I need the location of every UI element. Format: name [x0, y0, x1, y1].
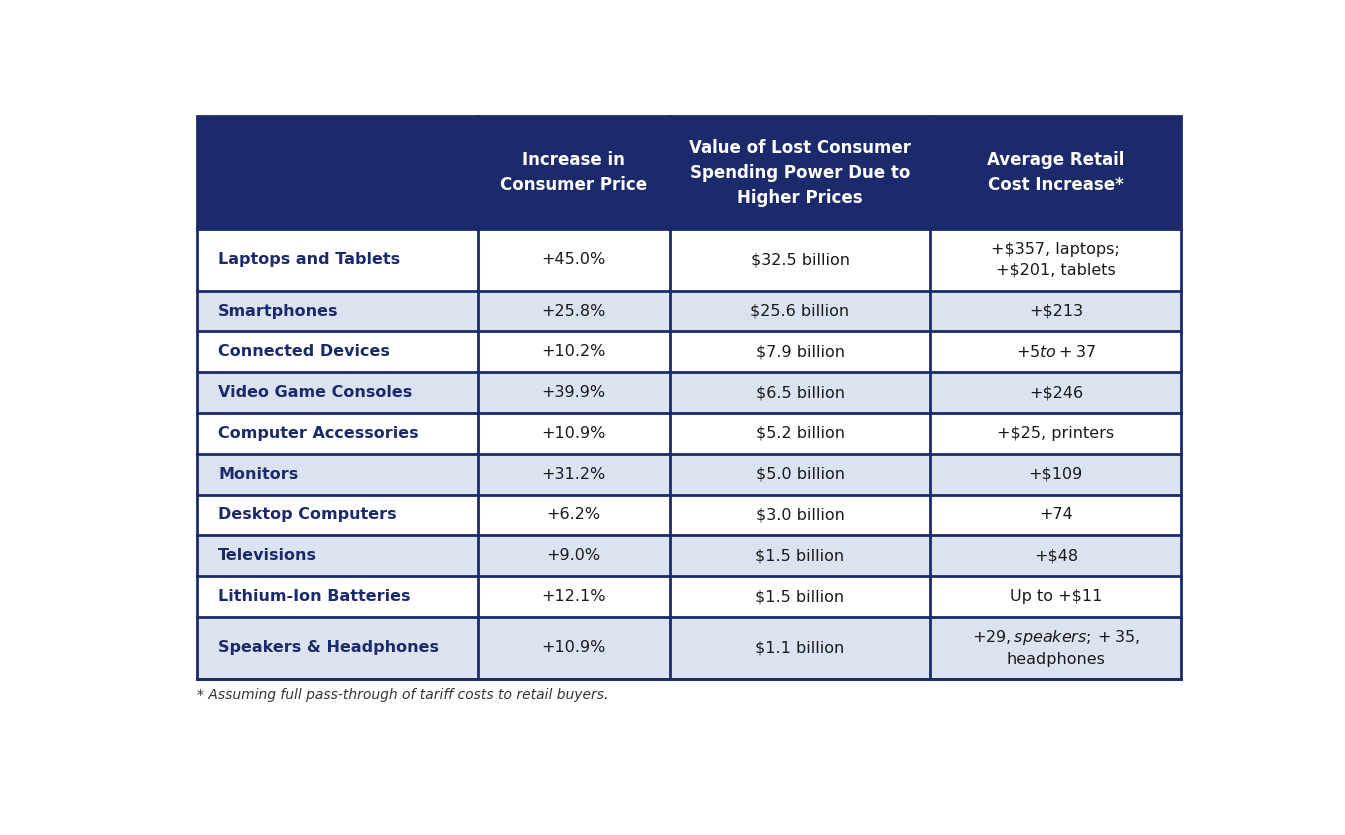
Text: Increase in
Consumer Price: Increase in Consumer Price [500, 151, 647, 194]
Text: $7.9 billion: $7.9 billion [756, 344, 845, 359]
Text: +$357, laptops;
+$201, tablets: +$357, laptops; +$201, tablets [991, 242, 1120, 277]
Text: $5.2 billion: $5.2 billion [756, 426, 845, 441]
Text: Computer Accessories: Computer Accessories [218, 426, 418, 441]
Bar [931, 116, 1181, 229]
Text: +10.9%: +10.9% [542, 426, 605, 441]
Text: +$48: +$48 [1034, 549, 1077, 564]
Bar [931, 372, 1181, 413]
Bar [477, 454, 670, 494]
Bar [198, 617, 477, 679]
Bar [670, 413, 931, 454]
Text: +$246: +$246 [1029, 385, 1083, 400]
Text: $5.0 billion: $5.0 billion [756, 467, 845, 482]
Text: +6.2%: +6.2% [546, 508, 601, 523]
Bar [931, 617, 1181, 679]
Text: +$25, printers: +$25, printers [997, 426, 1115, 441]
Text: +$29, speakers; +$35,
headphones: +$29, speakers; +$35, headphones [972, 629, 1139, 667]
Bar [198, 116, 477, 229]
Text: Desktop Computers: Desktop Computers [218, 508, 397, 523]
Text: $1.5 billion: $1.5 billion [756, 589, 845, 604]
Text: +10.9%: +10.9% [542, 640, 605, 655]
Bar [670, 291, 931, 331]
Bar [198, 535, 477, 576]
Text: +25.8%: +25.8% [542, 304, 605, 319]
Text: +$5 to +$37: +$5 to +$37 [1015, 344, 1096, 360]
Bar [670, 617, 931, 679]
Bar [477, 617, 670, 679]
Bar [931, 494, 1181, 535]
Bar [931, 576, 1181, 617]
Bar [198, 116, 1181, 679]
Text: +31.2%: +31.2% [542, 467, 605, 482]
Bar [198, 413, 477, 454]
Text: Speakers & Headphones: Speakers & Headphones [218, 640, 440, 655]
Bar [931, 535, 1181, 576]
Bar [670, 116, 931, 229]
Bar [477, 413, 670, 454]
Bar [477, 535, 670, 576]
Bar [477, 291, 670, 331]
Text: Value of Lost Consumer
Spending Power Due to
Higher Prices: Value of Lost Consumer Spending Power Du… [689, 139, 911, 206]
Bar [670, 454, 931, 494]
Text: $6.5 billion: $6.5 billion [756, 385, 845, 400]
Bar [670, 576, 931, 617]
Bar [931, 291, 1181, 331]
Text: $1.5 billion: $1.5 billion [756, 549, 845, 564]
Bar [477, 576, 670, 617]
Bar [198, 331, 477, 372]
Bar [670, 535, 931, 576]
Text: $1.1 billion: $1.1 billion [756, 640, 845, 655]
Text: Connected Devices: Connected Devices [218, 344, 390, 359]
Bar [931, 331, 1181, 372]
Text: Lithium-Ion Batteries: Lithium-Ion Batteries [218, 589, 410, 604]
Text: +9.0%: +9.0% [546, 549, 601, 564]
Text: Up to +$11: Up to +$11 [1010, 589, 1102, 604]
Text: +10.2%: +10.2% [542, 344, 605, 359]
Bar [198, 494, 477, 535]
Bar [198, 229, 477, 291]
Text: Video Game Consoles: Video Game Consoles [218, 385, 413, 400]
Bar [931, 413, 1181, 454]
Bar [477, 229, 670, 291]
Text: +12.1%: +12.1% [542, 589, 607, 604]
Text: $3.0 billion: $3.0 billion [756, 508, 845, 523]
Bar [198, 372, 477, 413]
Text: +74: +74 [1038, 508, 1073, 523]
Text: +39.9%: +39.9% [542, 385, 605, 400]
Bar [670, 494, 931, 535]
Bar [931, 229, 1181, 291]
Text: Laptops and Tablets: Laptops and Tablets [218, 252, 401, 267]
Text: $25.6 billion: $25.6 billion [751, 304, 850, 319]
Bar [477, 372, 670, 413]
Bar [477, 116, 670, 229]
Bar [477, 331, 670, 372]
Bar [198, 454, 477, 494]
Text: Smartphones: Smartphones [218, 304, 339, 319]
Text: Average Retail
Cost Increase*: Average Retail Cost Increase* [987, 151, 1124, 194]
Bar [477, 494, 670, 535]
Bar [198, 291, 477, 331]
Text: $32.5 billion: $32.5 billion [751, 252, 850, 267]
Bar [931, 454, 1181, 494]
Text: Monitors: Monitors [218, 467, 299, 482]
Text: +45.0%: +45.0% [542, 252, 605, 267]
Bar [198, 576, 477, 617]
Text: +$109: +$109 [1029, 467, 1083, 482]
Text: Televisions: Televisions [218, 549, 317, 564]
Text: +$213: +$213 [1029, 304, 1083, 319]
Bar [670, 372, 931, 413]
Text: * Assuming full pass-through of tariff costs to retail buyers.: * Assuming full pass-through of tariff c… [198, 689, 609, 702]
Bar [670, 229, 931, 291]
Bar [670, 331, 931, 372]
